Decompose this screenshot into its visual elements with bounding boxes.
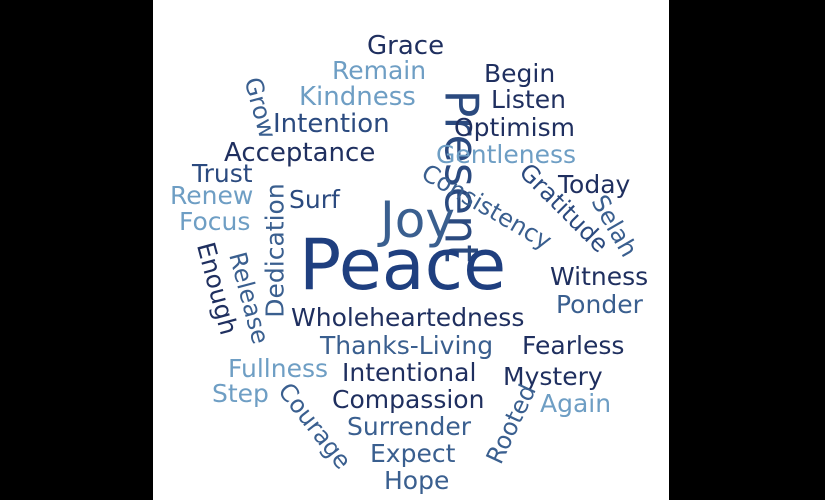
- word-rooted: Rooted: [480, 379, 542, 469]
- word-wholeheartedness: Wholeheartedness: [291, 303, 525, 332]
- word-dedication: Dedication: [260, 183, 290, 318]
- word-renew: Renew: [170, 181, 254, 210]
- word-trust: Trust: [192, 159, 253, 188]
- word-intentional: Intentional: [342, 358, 477, 387]
- word-surf: Surf: [289, 185, 340, 214]
- word-peace: Peace: [299, 224, 507, 306]
- word-fearless: Fearless: [522, 331, 625, 360]
- word-today: Today: [558, 170, 631, 199]
- word-fullness: Fullness: [228, 354, 329, 383]
- word-optimism: Optimism: [454, 113, 575, 142]
- word-hope: Hope: [384, 466, 450, 495]
- word-witness: Witness: [550, 262, 649, 291]
- word-listen: Listen: [491, 85, 566, 114]
- word-begin: Begin: [484, 59, 556, 88]
- word-acceptance: Acceptance: [224, 138, 376, 168]
- word-again: Again: [540, 389, 612, 418]
- word-gentleness: Gentleness: [436, 140, 577, 169]
- word-expect: Expect: [370, 439, 456, 468]
- word-intention: Intention: [273, 109, 390, 139]
- word-remain: Remain: [332, 56, 427, 85]
- word-compassion: Compassion: [332, 385, 485, 414]
- word-thanks-living: Thanks-Living: [320, 331, 494, 360]
- word-step: Step: [212, 379, 269, 408]
- word-ponder: Ponder: [556, 290, 643, 319]
- word-cloud: Grace Remain Begin Present Kindness List…: [153, 0, 669, 500]
- word-kindness: Kindness: [299, 82, 416, 112]
- word-joy: Joy: [380, 191, 455, 249]
- word-grace: Grace: [367, 31, 445, 61]
- word-mystery: Mystery: [503, 362, 603, 391]
- word-surrender: Surrender: [347, 412, 472, 441]
- word-focus: Focus: [179, 207, 251, 236]
